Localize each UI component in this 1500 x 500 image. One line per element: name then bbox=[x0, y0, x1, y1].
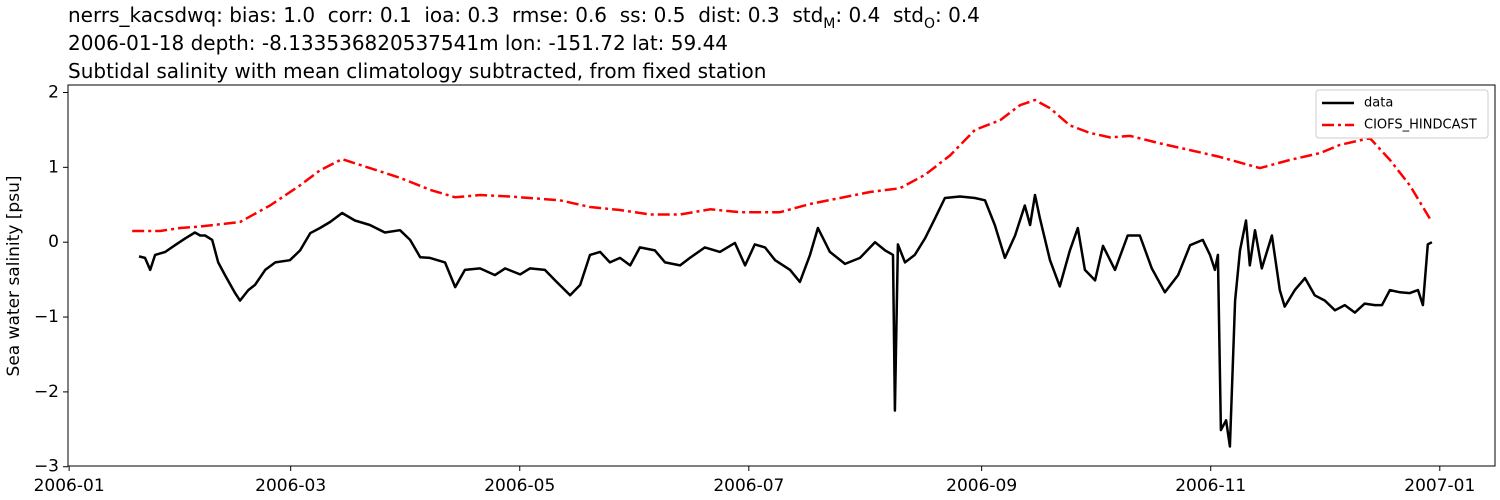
legend-label: CIOFS_HINDCAST bbox=[1364, 118, 1477, 133]
title-text: nerrs_kacsdwq: bias: 1.0 corr: 0.1 ioa: … bbox=[68, 3, 823, 27]
chart-title: Subtidal salinity with mean climatology … bbox=[68, 59, 766, 83]
title-text: Subtidal salinity with mean climatology … bbox=[68, 59, 766, 83]
chart-title: 2006-01-18 depth: -8.133536820537541m lo… bbox=[68, 31, 728, 55]
data-line bbox=[132, 98, 1433, 233]
y-tick-label: 0 bbox=[48, 232, 59, 252]
chart-title: nerrs_kacsdwq: bias: 1.0 corr: 0.1 ioa: … bbox=[68, 3, 980, 33]
y-tick-label: −2 bbox=[34, 382, 59, 402]
y-tick-label: 2 bbox=[48, 82, 59, 102]
y-tick-label: −1 bbox=[34, 307, 59, 327]
title-text: : 0.4 std bbox=[835, 3, 924, 27]
data-line bbox=[138, 193, 1433, 448]
x-tick-label: 2006-01 bbox=[34, 476, 105, 496]
x-tick-label: 2007-01 bbox=[1404, 476, 1475, 496]
legend-label: data bbox=[1364, 96, 1393, 111]
x-tick-label: 2006-03 bbox=[255, 476, 326, 496]
title-subscript: O bbox=[924, 16, 935, 32]
x-tick-label: 2006-11 bbox=[1175, 476, 1246, 496]
title-subscript: M bbox=[823, 16, 835, 32]
y-axis-label: Sea water salinity [psu] bbox=[4, 176, 24, 377]
title-text: 2006-01-18 depth: -8.133536820537541m lo… bbox=[68, 31, 728, 55]
y-tick-label: −3 bbox=[34, 457, 59, 477]
x-tick-label: 2006-07 bbox=[713, 476, 784, 496]
x-tick-label: 2006-05 bbox=[484, 476, 555, 496]
legend-box bbox=[1315, 89, 1489, 139]
plot-frame bbox=[67, 84, 1496, 467]
title-text: : 0.4 bbox=[935, 3, 980, 27]
y-tick-label: 1 bbox=[48, 157, 59, 177]
x-tick-label: 2006-09 bbox=[946, 476, 1017, 496]
